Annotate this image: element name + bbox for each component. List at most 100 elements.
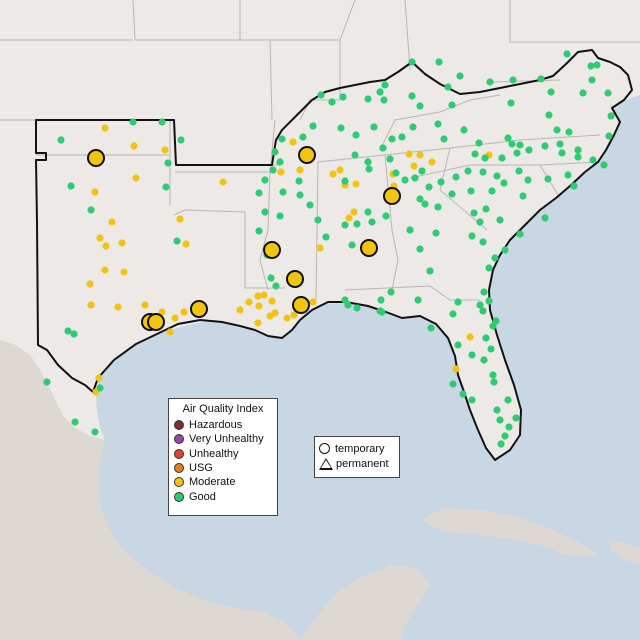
monitor-marker[interactable] xyxy=(43,378,51,386)
monitor-marker[interactable] xyxy=(271,309,279,317)
monitor-marker[interactable] xyxy=(471,150,479,158)
monitor-marker[interactable] xyxy=(498,154,506,162)
monitor-marker[interactable] xyxy=(108,218,116,226)
monitor-marker[interactable] xyxy=(487,345,495,353)
monitor-marker[interactable] xyxy=(267,274,275,282)
monitor-marker[interactable] xyxy=(476,218,484,226)
monitor-marker[interactable] xyxy=(158,118,166,126)
monitor-marker[interactable] xyxy=(410,162,418,170)
monitor-marker[interactable] xyxy=(434,203,442,211)
monitor-marker[interactable] xyxy=(341,221,349,229)
monitor-marker[interactable] xyxy=(341,177,349,185)
monitor-marker[interactable] xyxy=(486,78,494,86)
monitor-marker[interactable] xyxy=(261,208,269,216)
monitor-marker[interactable] xyxy=(405,150,413,158)
monitor-marker[interactable] xyxy=(182,240,190,248)
monitor-marker[interactable] xyxy=(176,215,184,223)
monitor-marker[interactable] xyxy=(317,91,325,99)
monitor-marker[interactable] xyxy=(579,89,587,97)
monitor-marker[interactable] xyxy=(466,333,474,341)
monitor-marker[interactable] xyxy=(101,266,109,274)
monitor-marker[interactable] xyxy=(352,180,360,188)
monitor-marker[interactable] xyxy=(328,98,336,106)
monitor-marker[interactable] xyxy=(129,118,137,126)
monitor-marker[interactable] xyxy=(245,298,253,306)
monitor-marker[interactable] xyxy=(386,155,394,163)
monitor-marker[interactable] xyxy=(604,89,612,97)
monitor-marker[interactable] xyxy=(277,168,285,176)
monitor-marker[interactable] xyxy=(365,165,373,173)
monitor-marker[interactable] xyxy=(475,139,483,147)
monitor-marker[interactable] xyxy=(283,314,291,322)
monitor-marker[interactable] xyxy=(329,170,337,178)
monitor-marker[interactable] xyxy=(416,151,424,159)
monitor-marker[interactable] xyxy=(376,88,384,96)
monitor-marker[interactable] xyxy=(409,123,417,131)
monitor-marker[interactable] xyxy=(416,245,424,253)
monitor-marker[interactable] xyxy=(467,187,475,195)
monitor-marker[interactable] xyxy=(454,341,462,349)
monitor-marker[interactable] xyxy=(236,306,244,314)
monitor-marker[interactable] xyxy=(416,102,424,110)
monitor-marker[interactable] xyxy=(118,239,126,247)
monitor-marker[interactable] xyxy=(449,380,457,388)
monitor-marker[interactable] xyxy=(516,230,524,238)
monitor-marker[interactable] xyxy=(87,206,95,214)
monitor-marker[interactable] xyxy=(454,298,462,306)
monitor-marker[interactable] xyxy=(476,301,484,309)
monitor-marker[interactable] xyxy=(255,227,263,235)
monitor-marker[interactable] xyxy=(177,136,185,144)
monitor-marker[interactable] xyxy=(382,212,390,220)
monitor-marker[interactable] xyxy=(254,319,262,327)
monitor-marker[interactable] xyxy=(296,191,304,199)
monitor-marker[interactable] xyxy=(427,324,435,332)
monitor-marker[interactable] xyxy=(434,120,442,128)
monitor-marker[interactable] xyxy=(565,128,573,136)
monitor-marker[interactable] xyxy=(509,76,517,84)
monitor-marker-large[interactable] xyxy=(298,146,316,164)
monitor-marker[interactable] xyxy=(64,327,72,335)
monitor-marker[interactable] xyxy=(161,146,169,154)
monitor-marker[interactable] xyxy=(401,176,409,184)
monitor-marker[interactable] xyxy=(485,297,493,305)
monitor-marker[interactable] xyxy=(563,50,571,58)
monitor-marker[interactable] xyxy=(544,175,552,183)
monitor-marker[interactable] xyxy=(295,177,303,185)
monitor-marker[interactable] xyxy=(452,173,460,181)
monitor-marker[interactable] xyxy=(485,264,493,272)
monitor-marker[interactable] xyxy=(398,133,406,141)
monitor-marker[interactable] xyxy=(587,62,595,70)
monitor-marker[interactable] xyxy=(564,171,572,179)
monitor-marker[interactable] xyxy=(448,101,456,109)
monitor-marker-large[interactable] xyxy=(147,313,165,331)
monitor-marker[interactable] xyxy=(158,308,166,316)
monitor-marker[interactable] xyxy=(468,232,476,240)
monitor-marker[interactable] xyxy=(269,166,277,174)
monitor-marker[interactable] xyxy=(261,176,269,184)
monitor-marker[interactable] xyxy=(504,396,512,404)
monitor-marker[interactable] xyxy=(482,334,490,342)
monitor-marker[interactable] xyxy=(480,288,488,296)
monitor-marker[interactable] xyxy=(316,244,324,252)
monitor-marker-large[interactable] xyxy=(263,241,281,259)
monitor-marker[interactable] xyxy=(166,328,174,336)
monitor-marker[interactable] xyxy=(130,142,138,150)
monitor-marker[interactable] xyxy=(67,182,75,190)
monitor-marker[interactable] xyxy=(437,178,445,186)
monitor-marker[interactable] xyxy=(180,308,188,316)
monitor-marker[interactable] xyxy=(344,301,352,309)
monitor-marker[interactable] xyxy=(290,311,298,319)
monitor-marker[interactable] xyxy=(588,76,596,84)
monitor-marker[interactable] xyxy=(102,242,110,250)
monitor-marker[interactable] xyxy=(482,205,490,213)
monitor-marker[interactable] xyxy=(480,356,488,364)
monitor-marker[interactable] xyxy=(91,428,99,436)
monitor-marker[interactable] xyxy=(364,158,372,166)
monitor-marker[interactable] xyxy=(496,416,504,424)
monitor-marker[interactable] xyxy=(132,174,140,182)
monitor-marker[interactable] xyxy=(87,301,95,309)
monitor-marker[interactable] xyxy=(448,190,456,198)
monitor-marker[interactable] xyxy=(351,151,359,159)
monitor-marker[interactable] xyxy=(364,208,372,216)
